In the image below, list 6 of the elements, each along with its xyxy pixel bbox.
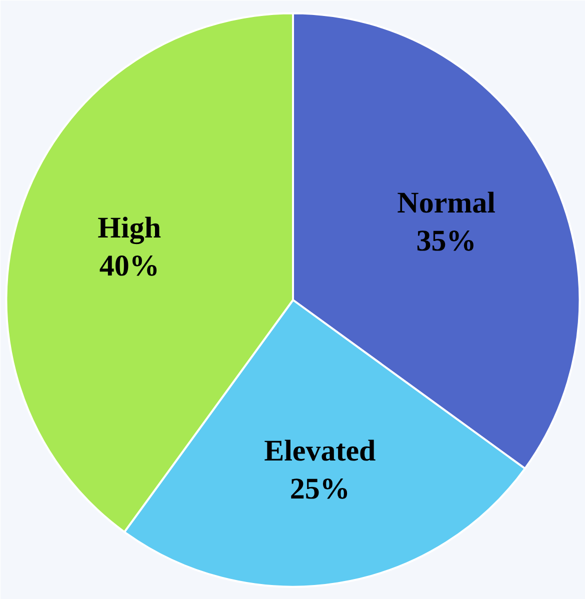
data-label: 35% <box>416 224 476 258</box>
data-label: 40% <box>99 249 160 282</box>
slice-label: Normal <box>397 186 496 220</box>
slice-label: Elevated <box>264 434 376 468</box>
slice-label: High <box>98 211 162 244</box>
data-label: 25% <box>290 472 350 506</box>
